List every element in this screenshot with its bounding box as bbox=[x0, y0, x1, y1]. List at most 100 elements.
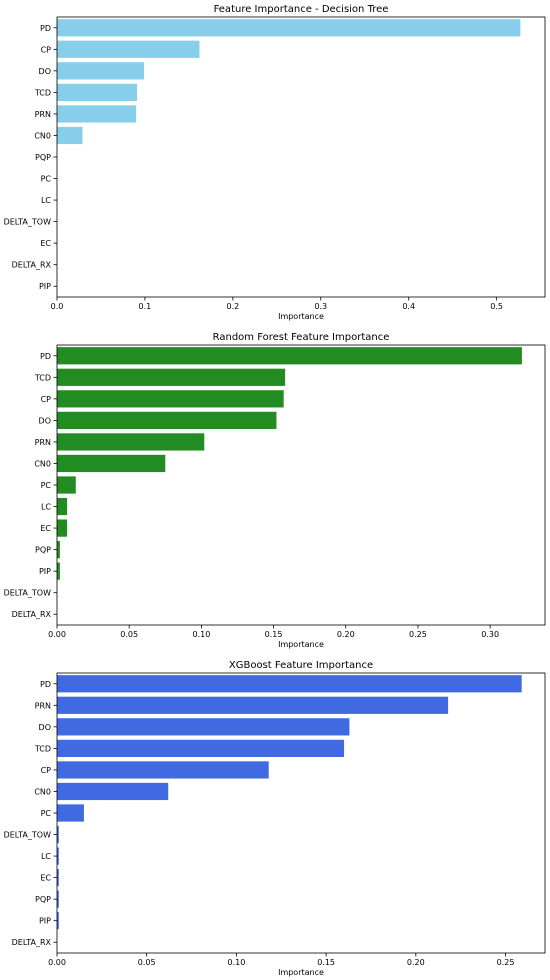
y-tick-label: DELTA_TOW bbox=[4, 218, 51, 227]
bar-tcd bbox=[57, 739, 345, 757]
y-tick-label: TCD bbox=[34, 373, 51, 382]
bar-pip bbox=[57, 562, 60, 580]
x-tick-label: 0.15 bbox=[265, 630, 283, 639]
y-tick-label: PRN bbox=[35, 438, 51, 447]
chart-title: XGBoost Feature Importance bbox=[229, 660, 373, 671]
bar-pqp bbox=[57, 541, 60, 559]
plot-frame bbox=[56, 344, 546, 626]
x-tick-label: 0.20 bbox=[337, 630, 355, 639]
bar-ec bbox=[57, 869, 59, 887]
bar-prn bbox=[57, 696, 449, 714]
y-tick-label: DO bbox=[39, 723, 51, 732]
y-tick-label: EC bbox=[40, 874, 51, 883]
y-tick-label: LC bbox=[41, 196, 51, 205]
x-tick-label: 0.1 bbox=[139, 302, 152, 311]
bar-ec bbox=[57, 519, 68, 537]
y-tick-label: EC bbox=[40, 239, 51, 248]
x-tick-label: 0.4 bbox=[402, 302, 415, 311]
bar-pc bbox=[57, 476, 76, 494]
x-axis-label: Importance bbox=[278, 640, 324, 649]
y-tick-label: PD bbox=[40, 352, 51, 361]
y-tick-label: EC bbox=[40, 524, 51, 533]
y-tick-label: DELTA_RX bbox=[12, 938, 52, 947]
y-tick-label: CP bbox=[41, 766, 52, 775]
bar-pqp bbox=[57, 890, 59, 908]
y-tick-label: CN0 bbox=[34, 131, 51, 140]
y-tick-label: PC bbox=[41, 481, 52, 490]
x-tick-label: 0.5 bbox=[490, 302, 503, 311]
bar-cn0 bbox=[57, 454, 166, 473]
bar-lc bbox=[57, 847, 59, 865]
chart-panel-3: XGBoost Feature Importance PD PRN DO TCD CP CN… bbox=[4, 660, 546, 977]
y-tick-label: PRN bbox=[35, 110, 51, 119]
chart-panel-2: Random Forest Feature Importance PD TCD CP D… bbox=[4, 332, 546, 649]
y-tick-label: PC bbox=[41, 809, 52, 818]
bar-cn0 bbox=[57, 782, 169, 801]
bar-do bbox=[57, 411, 277, 429]
x-tick-label: 0.0 bbox=[51, 302, 64, 311]
y-tick-label: DELTA_RX bbox=[12, 610, 52, 619]
y-tick-label: CN0 bbox=[34, 787, 51, 796]
bar-cp bbox=[57, 390, 284, 408]
bar-cp bbox=[57, 761, 269, 779]
x-tick-label: 0.05 bbox=[138, 958, 156, 967]
y-tick-label: CN0 bbox=[34, 459, 51, 468]
bar-delta-tow bbox=[57, 825, 59, 844]
x-tick-label: 0.25 bbox=[409, 630, 427, 639]
bar-cp bbox=[57, 40, 200, 58]
y-tick-label: DELTA_RX bbox=[12, 261, 52, 270]
y-tick-label: PC bbox=[41, 175, 52, 184]
y-tick-label: DELTA_TOW bbox=[4, 831, 51, 840]
y-tick-label: CP bbox=[41, 395, 52, 404]
bar-cn0 bbox=[57, 126, 83, 145]
x-tick-label: 0.10 bbox=[192, 630, 210, 639]
y-tick-label: PQP bbox=[35, 546, 51, 555]
x-axis-label: Importance bbox=[278, 968, 324, 977]
y-tick-label: PD bbox=[40, 680, 51, 689]
y-tick-label: DO bbox=[39, 67, 51, 76]
bar-lc bbox=[57, 497, 68, 516]
x-tick-label: 0.20 bbox=[407, 958, 425, 967]
bar-pc bbox=[57, 804, 84, 822]
bar-prn bbox=[57, 105, 137, 123]
y-tick-label: DO bbox=[39, 416, 51, 425]
bar-do bbox=[57, 62, 145, 80]
x-tick-label: 0.15 bbox=[317, 958, 335, 967]
bar-pip bbox=[57, 912, 59, 930]
y-tick-label: PQP bbox=[35, 153, 51, 162]
x-tick-label: 0.3 bbox=[314, 302, 327, 311]
y-tick-label: DELTA_TOW bbox=[4, 589, 51, 598]
y-tick-label: PIP bbox=[39, 282, 51, 291]
plot-frame bbox=[56, 16, 546, 298]
chart-title: Random Forest Feature Importance bbox=[213, 332, 390, 343]
y-tick-label: CP bbox=[41, 45, 52, 54]
x-tick-label: 0.00 bbox=[48, 630, 66, 639]
x-tick-label: 0.30 bbox=[481, 630, 499, 639]
y-tick-label: PIP bbox=[39, 567, 51, 576]
bar-pd bbox=[57, 19, 521, 37]
y-tick-label: PQP bbox=[35, 895, 51, 904]
x-tick-label: 0.05 bbox=[120, 630, 138, 639]
x-tick-label: 0.10 bbox=[228, 958, 246, 967]
bar-pd bbox=[57, 675, 522, 693]
chart-title: Feature Importance - Decision Tree bbox=[214, 4, 389, 15]
x-axis-label: Importance bbox=[278, 312, 324, 321]
bar-pd bbox=[57, 347, 522, 365]
bar-tcd bbox=[57, 368, 286, 386]
y-tick-label: LC bbox=[41, 852, 51, 861]
bar-tcd bbox=[57, 83, 138, 101]
plot-frame bbox=[56, 672, 546, 954]
y-tick-label: PIP bbox=[39, 917, 51, 926]
y-tick-label: TCD bbox=[34, 744, 51, 753]
x-tick-label: 0.2 bbox=[226, 302, 239, 311]
chart-panel-1: Feature Importance - Decision Tree PD CP DO… bbox=[4, 4, 546, 321]
y-tick-label: TCD bbox=[34, 88, 51, 97]
y-tick-label: PRN bbox=[35, 701, 51, 710]
y-tick-label: PD bbox=[40, 24, 51, 33]
bar-do bbox=[57, 718, 350, 736]
x-tick-label: 0.25 bbox=[497, 958, 515, 967]
y-tick-label: LC bbox=[41, 503, 51, 512]
bar-prn bbox=[57, 433, 205, 451]
x-tick-label: 0.00 bbox=[48, 958, 66, 967]
